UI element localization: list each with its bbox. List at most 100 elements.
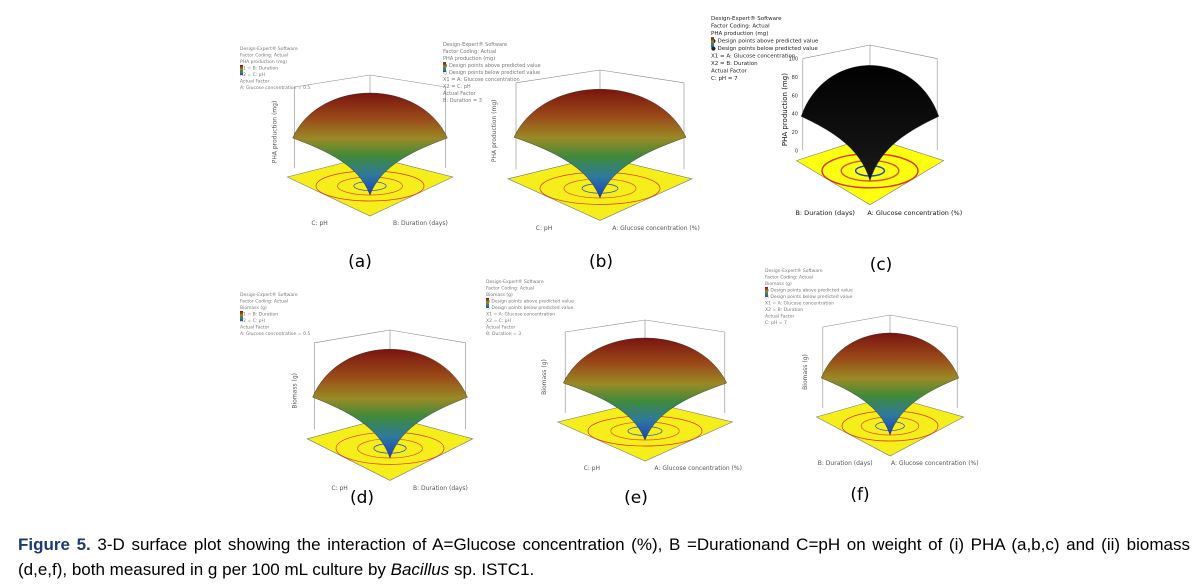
caption-text: 3-D surface plot showing the interaction… [18,535,1190,579]
legend-text: Biomass (g) [765,281,792,287]
axis-box [644,319,725,333]
left-axis-title: C: pH [331,485,347,492]
axis-box [389,329,466,344]
legend-text: X1 = B: Duration [240,312,278,318]
legend-text: Factor Coding: Actual [240,299,288,305]
axis-box [599,69,685,84]
response-surface [563,337,727,441]
legend-text: Design-Expert® Software [486,278,544,285]
left-axis-title: C: pH [584,465,600,472]
right-axis-title: A: Glucose concentration (%) [612,225,700,232]
caption: Figure 5. 3-D surface plot showing the i… [18,532,1190,582]
legend-text: X1 = A: Glucose concentration [765,301,834,307]
legend-text: X2 = C: pH [240,318,265,324]
z-tick-label: 40 [792,112,798,118]
z-axis-title: PHA production (mg) [781,73,789,146]
caption-label: Figure 5. [18,535,91,554]
axis-box [802,44,871,59]
legend-text: Actual Factor [443,91,477,97]
axis-box [889,314,958,328]
panel-label: (f) [850,485,869,505]
legend-text: C: pH = 7 [711,76,738,82]
legend-text: X2 = C: pH [486,318,511,324]
legend-text: PHA production (mg) [711,31,768,37]
legend-text: Actual Factor [240,325,269,331]
axis-box [515,69,601,84]
surface-plot: 0 20 40 60 80 100 PHA production (mg) B: Durati… [781,44,962,217]
legend-text: ○ Design points below predicted value [765,294,853,300]
legend-text: Biomass (g) [240,305,267,311]
axis-box [869,44,938,59]
legend-text: PHA production (mg) [240,59,287,65]
legend-text: A: Glucose concentration = 0.5 [240,85,310,91]
legend-text: PHA production (mg) [443,56,495,62]
z-axis-title: Biomass (g) [802,354,809,390]
legend-text: Design-Expert® Software [711,15,782,22]
axis-box [822,314,891,328]
axis-box [314,329,391,344]
legend-text: Design-Expert® Software [240,291,298,298]
z-tick-label: 0 [795,148,798,154]
legend-text: Factor Coding: Actual [711,24,770,30]
legend-text: ○ Design points below predicted value [443,70,540,76]
panel-label: (a) [348,252,372,272]
axis-box [294,74,371,88]
legend-text: ● Design points above predicted value [765,288,853,294]
legend-text: Design-Expert® Software [443,41,507,48]
legend-text: X2 = C: pH [443,84,471,90]
legend-text: X1 = A: Glucose concentration [711,54,796,60]
axis-box [369,74,446,88]
legend-text: Design-Expert® Software [240,45,298,52]
z-tick-label: 60 [792,93,798,99]
response-surface [800,65,940,182]
legend-text: Factor Coding: Actual [240,53,288,59]
legend-text: ● Design points below predicted value [711,46,818,52]
legend-text: X2 = B: Duration [765,307,803,313]
right-axis-title: A: Glucose concentration (%) [891,460,979,467]
legend-text: Biomass (g) [486,292,513,298]
left-axis-title: C: pH [311,220,327,227]
panel-label: (b) [589,252,613,272]
legend-text: Factor Coding: Actual [486,286,534,292]
legend-text: Factor Coding: Actual [765,275,813,281]
z-axis-title: Biomass (g) [541,359,548,395]
axis-box [565,319,646,333]
panel-label: (c) [870,255,893,275]
z-tick-label: 20 [792,130,798,136]
legend-text: Factor Coding: Actual [443,49,496,55]
color-scale [240,310,243,321]
surface-plot: PHA production (mg) C: pH A: Glucose conce… [491,69,700,232]
panel-label: (d) [350,488,374,508]
caption-end: sp. ISTC1. [449,560,535,579]
legend-text: ● Design points above predicted value [486,299,574,305]
legend-text: X1 = B: Duration [240,66,278,72]
z-tick-label: 100 [788,57,798,63]
legend-text: A: Glucose concentration = 0.5 [240,331,310,337]
legend-text: Actual Factor [711,69,748,75]
legend-text: X1 = A: Glucose concentration [486,312,555,318]
legend-text: B: Duration = 3 [443,98,482,104]
left-axis-title: B: Duration (days) [818,460,873,467]
legend-text: B: Duration = 3 [486,331,521,337]
z-tick-label: 80 [792,75,798,81]
color-scale [765,286,768,297]
legend-text: Actual Factor [765,314,794,320]
figure-panels: PHA production (mg) C: pH B: Duration (day… [240,15,979,508]
response-surface [513,89,687,199]
legend-text: ● Design points above predicted value [443,63,541,69]
color-scale [711,37,714,48]
legend-text: Actual Factor [240,79,269,85]
surface-plot: Biomass (g) C: pH A: Glucose concentration… [541,319,742,472]
legend-text: X1 = A: Glucose concentration [443,77,520,83]
response-surface [292,92,448,196]
legend-text: C: pH = 7 [765,320,787,326]
color-scale [443,62,446,73]
color-scale [486,297,489,308]
surface-plot: Biomass (g) C: pH B: Duration (days) [291,329,474,492]
right-axis-title: B: Duration (days) [413,485,468,492]
left-axis-title: C: pH [536,225,552,232]
surface-plot: Biomass (g) B: Duration (days) A: Glucose … [802,314,979,467]
legend-text: Actual Factor [486,325,515,331]
response-surface [312,349,468,459]
legend-text: Design-Expert® Software [765,267,823,274]
